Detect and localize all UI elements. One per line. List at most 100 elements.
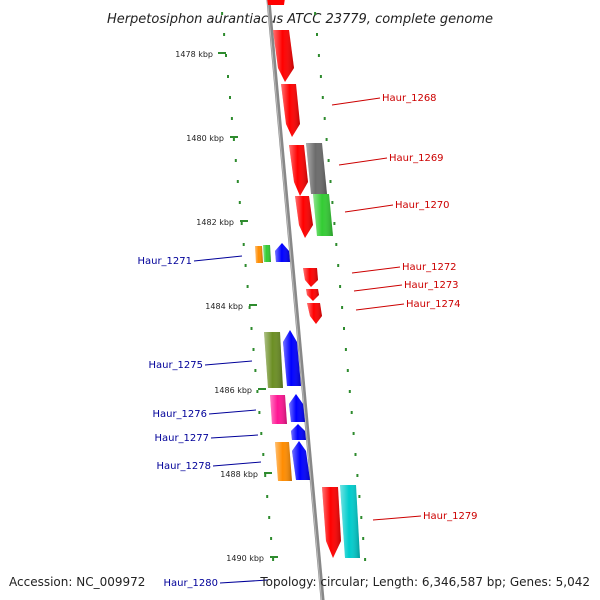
left-tick-dot [258, 411, 261, 414]
gene-block-1269a[interactable] [289, 145, 308, 196]
leader-haur-1280 [219, 579, 269, 584]
right-tick-dot [325, 138, 328, 141]
forward-gene-labels: Haur_1268 Haur_1269 Haur_1270 Haur_1272 … [331, 93, 478, 522]
left-tick-dot [260, 432, 263, 435]
gene-block-1270a[interactable] [295, 196, 313, 238]
axis-label-1482: 1482 kbp [196, 218, 234, 227]
label-haur-1277[interactable]: Haur_1277 [154, 433, 209, 444]
label-haur-1273[interactable]: Haur_1273 [404, 280, 459, 291]
leader-haur-1271 [193, 255, 243, 262]
leader-haur-1269 [338, 157, 388, 166]
right-tick-dot [331, 201, 334, 204]
axis-label-1480: 1480 kbp [186, 134, 224, 143]
label-haur-1270[interactable]: Haur_1270 [395, 200, 450, 211]
gene-block-1277[interactable] [291, 424, 306, 440]
left-tick-dot [236, 180, 239, 183]
label-haur-1269[interactable]: Haur_1269 [389, 153, 444, 164]
right-tick-dot [360, 516, 363, 519]
gene-block-1274[interactable] [307, 303, 322, 324]
right-tick-dot [337, 264, 340, 267]
right-tick-dot [341, 306, 344, 309]
label-haur-1271[interactable]: Haur_1271 [137, 256, 192, 267]
label-haur-1279[interactable]: Haur_1279 [423, 511, 478, 522]
right-tick-dot [364, 558, 367, 561]
gene-block-1271a[interactable] [255, 246, 263, 263]
left-tick-dot [256, 390, 259, 393]
right-tick-dot [343, 327, 345, 330]
right-tick-dot [317, 54, 320, 57]
label-haur-1280[interactable]: Haur_1280 [163, 578, 218, 589]
left-tick-dot [229, 96, 231, 99]
gene-block-1273[interactable] [306, 289, 319, 301]
left-tick-track [221, 12, 275, 561]
leader-haur-1274 [355, 303, 405, 311]
right-tick-dot [333, 222, 336, 225]
gene-block-1279a[interactable] [322, 487, 341, 558]
left-tick-dot [242, 243, 245, 246]
gene-block-1275b[interactable] [283, 330, 301, 386]
gene-block-1278a[interactable] [275, 442, 292, 481]
right-tick-dot [319, 75, 322, 78]
gene-block-top[interactable] [267, 0, 285, 5]
label-haur-1268[interactable]: Haur_1268 [382, 93, 437, 104]
gene-block-1268[interactable] [281, 84, 300, 137]
leader-haur-1273 [353, 284, 403, 292]
right-tick-dot [356, 474, 359, 477]
reverse-gene-blocks [255, 243, 310, 481]
left-tick-dot [240, 222, 243, 225]
left-tick-dot [268, 516, 271, 519]
left-tick-dot [232, 138, 235, 141]
right-tick-dot [350, 411, 353, 414]
label-haur-1272[interactable]: Haur_1272 [402, 262, 457, 273]
left-tick-dot [264, 474, 267, 477]
right-tick-dot [323, 117, 326, 120]
gene-block-1271b[interactable] [263, 245, 271, 262]
left-tick-dot [250, 327, 253, 330]
label-haur-1276[interactable]: Haur_1276 [152, 409, 207, 420]
right-tick-dot [339, 285, 342, 288]
gene-block-1270b[interactable] [313, 194, 333, 236]
left-tick-dot [270, 537, 273, 540]
leader-haur-1275 [204, 360, 253, 366]
right-tick-dot [352, 432, 355, 435]
right-tick-dot [362, 537, 365, 540]
label-haur-1275[interactable]: Haur_1275 [148, 360, 203, 371]
gene-block-1276a[interactable] [270, 395, 287, 424]
gene-block-1267[interactable] [273, 30, 294, 82]
left-tick-dot [221, 12, 224, 15]
axis-label-1484: 1484 kbp [205, 302, 243, 311]
left-tick-dot [244, 264, 247, 267]
left-tick-dot [262, 453, 265, 456]
left-tick-dot [266, 495, 269, 498]
label-haur-1274[interactable]: Haur_1274 [406, 299, 461, 310]
genome-backbone [266, 0, 325, 600]
right-tick-dot [354, 453, 357, 456]
left-tick-dot [225, 54, 227, 57]
axis-label-1478: 1478 kbp [175, 50, 213, 59]
right-tick-dot [344, 348, 347, 351]
left-tick-dot [246, 285, 249, 288]
accession-text: Accession: NC_009972 [9, 575, 145, 589]
forward-gene-blocks [267, 0, 360, 558]
left-tick-dot [252, 348, 255, 351]
gene-block-1272[interactable] [303, 268, 318, 287]
gene-block-1279b[interactable] [340, 485, 360, 558]
genome-backbone-highlight [266, 0, 323, 600]
gene-block-1278b[interactable] [292, 441, 310, 480]
gene-block-1269b[interactable] [306, 143, 327, 194]
leader-haur-1272 [351, 266, 401, 274]
right-tick-dot [335, 243, 338, 246]
gene-block-1276b[interactable] [289, 394, 305, 422]
right-tick-dot [329, 180, 332, 183]
left-tick-dot [272, 558, 275, 561]
gene-block-1271c[interactable] [275, 243, 290, 262]
leader-haur-1278 [212, 461, 262, 467]
right-tick-track [314, 12, 367, 561]
left-tick-dot [223, 33, 226, 36]
gene-block-1275a[interactable] [264, 332, 283, 388]
right-tick-dot [321, 96, 324, 99]
left-tick-dot [230, 117, 233, 120]
label-haur-1278[interactable]: Haur_1278 [156, 461, 211, 472]
left-tick-dot [227, 75, 229, 78]
right-tick-dot [348, 390, 351, 393]
